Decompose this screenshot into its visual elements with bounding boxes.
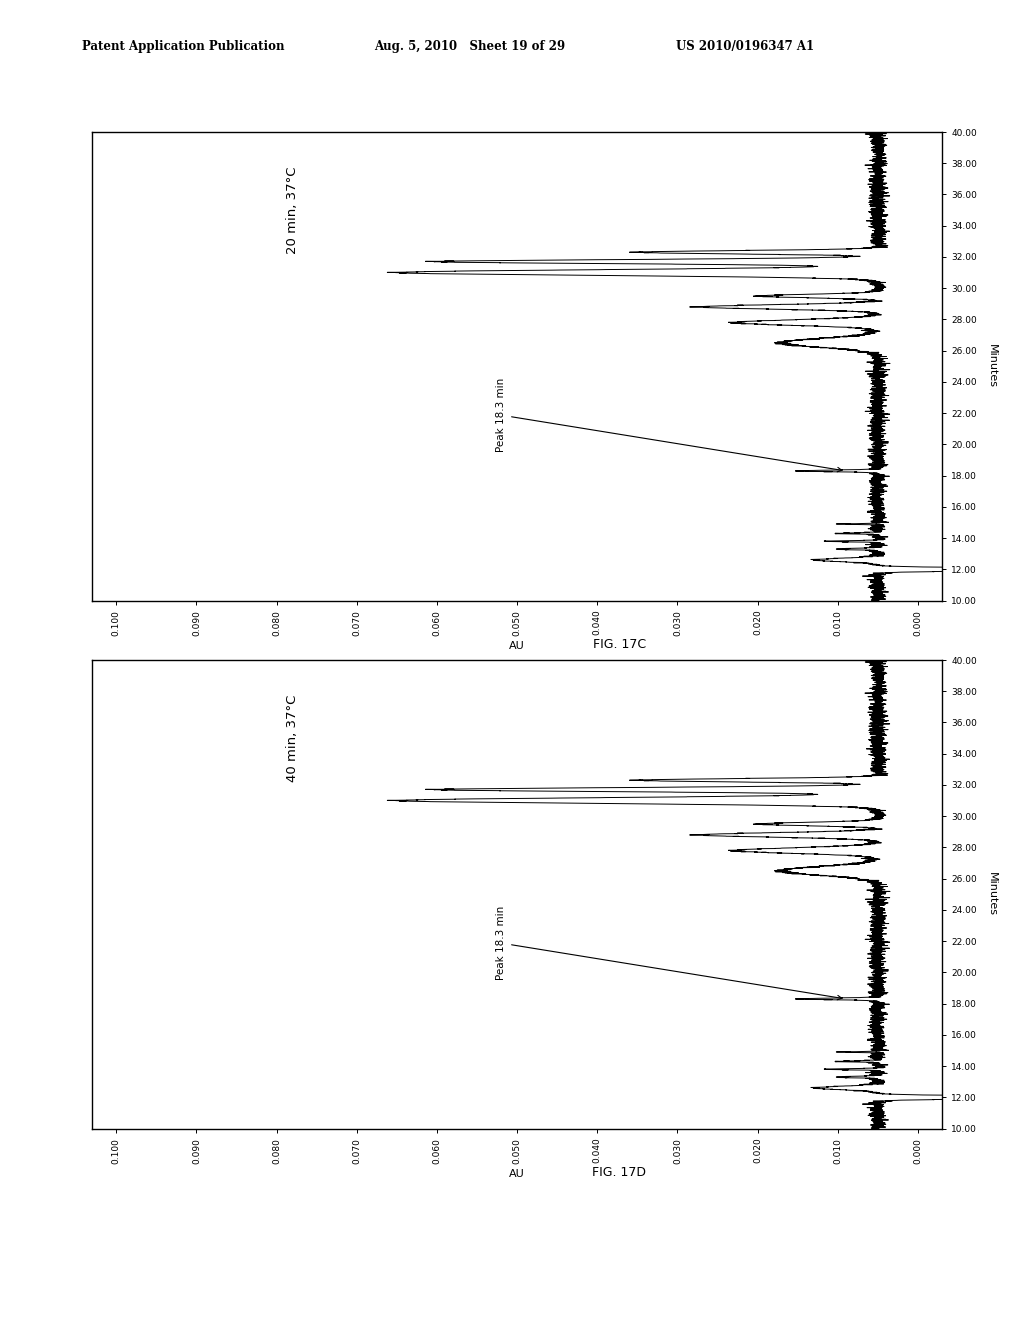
- Text: 40 min, 37°C: 40 min, 37°C: [286, 694, 299, 781]
- Text: 20 min, 37°C: 20 min, 37°C: [286, 166, 299, 253]
- Text: Aug. 5, 2010   Sheet 19 of 29: Aug. 5, 2010 Sheet 19 of 29: [374, 40, 565, 53]
- Text: Peak 18.3 min: Peak 18.3 min: [496, 906, 842, 999]
- X-axis label: AU: AU: [509, 642, 525, 651]
- Text: US 2010/0196347 A1: US 2010/0196347 A1: [676, 40, 814, 53]
- Text: Peak 18.3 min: Peak 18.3 min: [496, 378, 842, 471]
- X-axis label: AU: AU: [509, 1170, 525, 1179]
- Y-axis label: Minutes: Minutes: [986, 345, 996, 388]
- Text: Patent Application Publication: Patent Application Publication: [82, 40, 285, 53]
- Text: FIG. 17D: FIG. 17D: [592, 1166, 646, 1179]
- Y-axis label: Minutes: Minutes: [986, 873, 996, 916]
- Text: FIG. 17C: FIG. 17C: [593, 638, 646, 651]
